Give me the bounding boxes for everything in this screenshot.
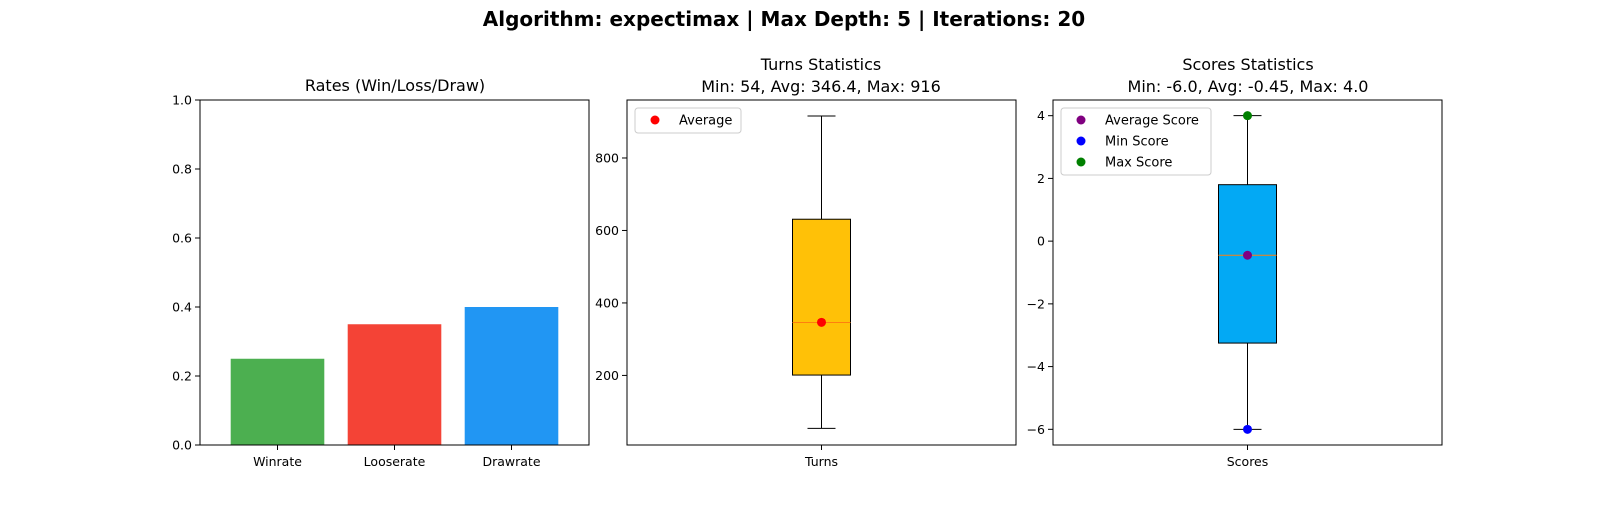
scores-ytick-label: 0 (1037, 234, 1045, 249)
rates-chart: Rates (Win/Loss/Draw) Winrate Looserate Dr… (172, 76, 590, 469)
turns-chart: Turns Statistics Min: 54, Avg: 346.4, Ma… (595, 55, 1017, 469)
scores-chart-title: Scores Statistics (1182, 55, 1313, 74)
rates-bar-looserate (347, 324, 442, 445)
scores-box (1218, 184, 1277, 344)
turns-legend: Average (634, 107, 742, 134)
scores-plot-frame (1052, 99, 1443, 446)
scores-legend-marker-average-score (1076, 115, 1086, 125)
rates-ytick-label: 0.0 (172, 438, 192, 453)
rates-ytick-label: 0.4 (172, 300, 192, 315)
scores-ytick-label: 2 (1037, 171, 1045, 186)
scores-legend-marker-max-score (1076, 157, 1086, 167)
scores-legend-label-average-score: Average Score (1105, 114, 1199, 129)
turns-ytick-label: 600 (595, 223, 619, 238)
turns-plot-frame (626, 99, 1017, 446)
rates-plot-frame (199, 99, 590, 446)
turns-box (792, 218, 851, 376)
rates-xtick-label: Drawrate (482, 454, 540, 469)
scores-legend-label-min-score: Min Score (1105, 135, 1169, 150)
turns-xtick-label: Turns (804, 454, 838, 469)
rates-ytick-label: 0.2 (172, 369, 192, 384)
scores-xtick-label: Scores (1227, 454, 1269, 469)
scores-ytick-label: −6 (1027, 422, 1045, 437)
scores-marker-max-score (1243, 111, 1252, 121)
scores-legend: Average Score Min Score Max Score (1060, 107, 1212, 176)
rates-ytick-label: 0.6 (172, 231, 192, 246)
rates-xtick-label: Looserate (364, 454, 426, 469)
scores-legend-marker-min-score (1076, 136, 1086, 146)
turns-chart-subtitle: Min: 54, Avg: 346.4, Max: 916 (701, 77, 941, 96)
turns-ytick-label: 200 (595, 368, 619, 383)
rates-ytick-label: 0.8 (172, 162, 192, 177)
scores-chart-subtitle: Min: -6.0, Avg: -0.45, Max: 4.0 (1128, 77, 1369, 96)
scores-ytick-label: −4 (1027, 359, 1045, 374)
scores-legend-box (1060, 107, 1212, 176)
rates-ytick-label: 1.0 (172, 93, 192, 108)
scores-ytick-label: −2 (1027, 296, 1045, 311)
turns-chart-title: Turns Statistics (760, 55, 881, 74)
turns-legend-label-average: Average (679, 114, 732, 129)
scores-chart: Scores Statistics Min: -6.0, Avg: -0.45,… (1027, 55, 1443, 469)
rates-chart-title: Rates (Win/Loss/Draw) (305, 76, 485, 95)
rates-bar-winrate (230, 358, 325, 445)
scores-legend-label-max-score: Max Score (1105, 156, 1172, 171)
turns-legend-marker-average (650, 115, 660, 125)
turns-legend-box (634, 107, 742, 134)
rates-xtick-label: Winrate (253, 454, 302, 469)
turns-marker-average (817, 317, 826, 327)
figure-suptitle: Algorithm: expectimax | Max Depth: 5 | I… (483, 7, 1085, 31)
scores-marker-average-score (1243, 250, 1252, 260)
scores-marker-min-score (1243, 424, 1252, 434)
rates-bar-drawrate (464, 307, 559, 445)
turns-ytick-label: 400 (595, 295, 619, 310)
turns-ytick-label: 800 (595, 150, 619, 165)
scores-ytick-label: 4 (1037, 108, 1045, 123)
